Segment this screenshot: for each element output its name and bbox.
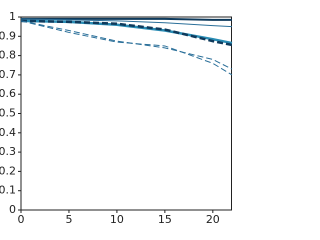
series-line (20, 19, 233, 47)
series-line (20, 20, 233, 70)
y-tick-label: 0.7 (0, 68, 16, 81)
x-tick-label: 5 (65, 213, 72, 226)
plot-frame (20, 16, 232, 211)
y-tick-label: 0.5 (0, 107, 16, 120)
y-tick-label: 0.3 (0, 145, 16, 158)
y-tick-label: 0.2 (0, 164, 16, 177)
y-tick-label: 0.4 (0, 126, 16, 139)
chart: 00.10.20.30.40.50.60.70.80.910 5 10 15 20 (0, 10, 233, 226)
y-tick-label: 0.6 (0, 87, 16, 100)
series-line (20, 18, 233, 28)
y-tick-label: 0 (9, 203, 16, 216)
series-line (21, 17, 232, 21)
x-tick-label: 0 (18, 213, 25, 226)
x-tick-label: 20 (206, 213, 220, 226)
y-tick-label: 0.1 (0, 184, 16, 197)
x-tick-label: 15 (158, 213, 172, 226)
y-tick-label: 1 (9, 10, 16, 23)
y-tick-label: 0.9 (0, 29, 16, 42)
series-line (20, 20, 233, 76)
y-tick-label: 0.8 (0, 49, 16, 62)
x-tick-label: 10 (110, 213, 124, 226)
series-line (20, 19, 233, 45)
